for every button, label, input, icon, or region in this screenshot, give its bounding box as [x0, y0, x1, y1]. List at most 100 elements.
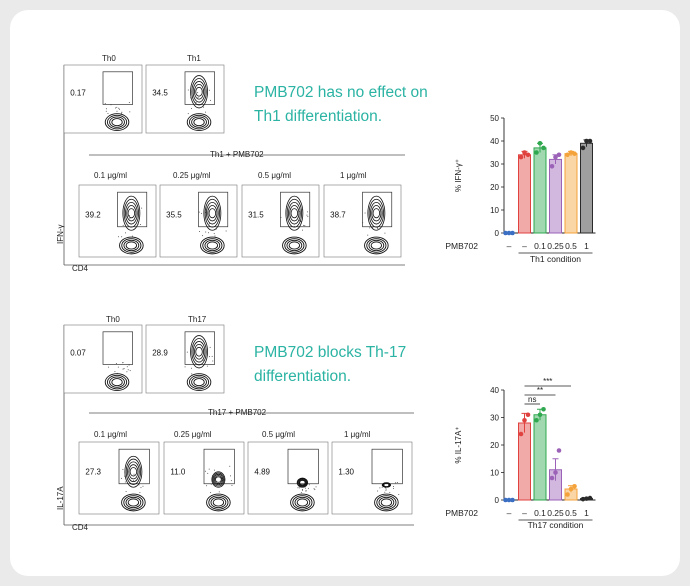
th1-bar-3: [549, 158, 562, 234]
th17-conc-label-3: 1 μg/ml: [344, 430, 371, 439]
th17-x-axis-label: CD4: [72, 523, 89, 532]
th17-flow-bottom-3: 1.30: [331, 441, 413, 515]
th1-point-4-0: [565, 152, 570, 158]
th1-point-4-1: [568, 150, 574, 155]
th1-treatment-label: Th1 + PMB702: [210, 150, 264, 159]
th1-point-2-2: [541, 145, 546, 151]
th17-headline: PMB702 blocks Th-17 differentiation.: [254, 341, 406, 389]
th17-category-3: 0.25: [547, 508, 564, 518]
th1-flow-bottom-2-percent: 31.5: [248, 210, 264, 219]
th1-ytick-label-0: 0: [495, 229, 500, 238]
th1-point-1-1: [522, 150, 527, 155]
th1-x-axis-label: CD4: [72, 264, 89, 273]
th17-flow-top-0-gate: [102, 331, 133, 365]
th17-point-0-2: [510, 497, 515, 503]
th1-ytick-label-4: 40: [490, 137, 499, 146]
th17-point-3-2: [556, 448, 562, 453]
th1-flow-bottom-2-gate: [280, 191, 311, 228]
th17-flow-bottom-3-percent: 1.30: [338, 467, 354, 476]
th1-headline-line-0: PMB702 has no effect on: [254, 84, 428, 101]
th1-point-3-0: [549, 164, 555, 169]
th1-point-0-2: [510, 230, 515, 236]
th17-conc-label-2: 0.5 μg/ml: [262, 430, 296, 439]
th17-ytick-label-1: 10: [490, 469, 499, 478]
th1-point-0-1: [506, 230, 512, 236]
th1-bar-4: [564, 153, 578, 234]
th17-group-label: Th17 condition: [528, 520, 584, 530]
th1-flow-top-0-gate: [102, 71, 133, 105]
th17-treatment-label: Th17 + PMB702: [208, 408, 267, 417]
th17-point-4-2: [572, 483, 577, 489]
th1-conc-label-3: 1 μg/ml: [340, 171, 367, 180]
th17-flow-bottom-2-percent: 4.89: [254, 467, 270, 476]
th1-category-5: 1: [584, 241, 589, 251]
th1-flow-bottom-3-gate: [362, 191, 393, 228]
th17-ytick-label-3: 30: [490, 414, 499, 423]
th17-point-0-0: [503, 497, 508, 503]
th1-point-2-0: [534, 150, 539, 155]
th1-top-label-1: Th1: [187, 54, 201, 63]
th17-flow-top-1: 28.9: [145, 324, 225, 394]
th1-bar-2: [533, 147, 547, 234]
th17-top-label-1: Th17: [188, 315, 207, 324]
th1-flow-bottom-0: 39.2: [78, 184, 157, 258]
th17-flow-bottom-0-percent: 27.3: [85, 467, 101, 476]
th17-point-5-0: [580, 496, 586, 502]
th1-point-5-0: [580, 145, 586, 151]
th1-flow-bottom-0-gate: [117, 191, 148, 228]
th17-sig-label-0: ns: [528, 395, 536, 404]
th17-flow-bottom-0-gate: [118, 448, 150, 485]
th17-category-0: –: [507, 508, 512, 518]
th1-category-2: 0.1: [534, 241, 546, 251]
th1-top-label-0: Th0: [102, 54, 116, 63]
th17-flow-top-1-percent: 28.9: [152, 349, 168, 358]
th17-point-3-1: [553, 470, 558, 475]
th17-category-1: –: [522, 508, 527, 518]
th1-conc-label-1: 0.25 μg/ml: [173, 171, 211, 180]
th17-point-1-2: [525, 412, 531, 418]
th17-ytick-label-4: 40: [490, 386, 499, 395]
th1-point-4-2: [572, 151, 577, 156]
th1-flow-bottom-3-percent: 38.7: [330, 210, 346, 219]
th17-flow-bottom-3-gate: [371, 448, 403, 485]
th17-point-2-2: [541, 406, 546, 412]
figure-card: Th0 Th1 0.17 34.5 39.2 35.5 31.5 38.7 Th1 + P…: [10, 10, 680, 576]
th1-conc-label-2: 0.5 μg/ml: [258, 171, 292, 180]
th17-point-1-1: [522, 417, 527, 423]
th17-category-4: 0.5: [565, 508, 577, 518]
th17-y-label: % IL-17A⁺: [454, 426, 463, 463]
th1-point-1-2: [525, 152, 531, 158]
th17-ytick-label-2: 20: [490, 441, 499, 450]
th17-bar-2: [533, 414, 547, 501]
th1-ytick-label-2: 20: [490, 183, 499, 192]
th17-sig-label-2: ***: [543, 377, 552, 386]
th1-category-1: –: [522, 241, 527, 251]
th17-bar-3: [549, 469, 562, 501]
th17-point-5-2: [587, 495, 593, 501]
th1-ytick-label-3: 30: [490, 160, 499, 169]
th17-point-2-1: [537, 412, 543, 418]
th1-row-label: PMB702: [445, 241, 478, 251]
th17-conc-label-0: 0.1 μg/ml: [94, 430, 128, 439]
th17-flow-bottom-1-percent: 11.0: [170, 467, 186, 476]
th1-ytick-label-5: 50: [490, 114, 499, 123]
th17-point-3-0: [549, 475, 555, 481]
th1-category-4: 0.5: [565, 241, 577, 251]
th1-point-3-2: [556, 152, 562, 158]
th1-flow-bottom-1-gate: [198, 191, 229, 228]
th1-bar-5: [580, 142, 593, 234]
th17-flow-bottom-1: 11.0: [163, 441, 245, 515]
th17-headline-line-1: differentiation.: [254, 368, 352, 385]
th17-category-2: 0.1: [534, 508, 546, 518]
th1-category-3: 0.25: [547, 241, 564, 251]
th1-flow-bottom-1-percent: 35.5: [166, 210, 182, 219]
th17-flow-top-0: 0.07: [63, 324, 143, 394]
th1-flow-top-0-percent: 0.17: [70, 89, 86, 98]
th1-flow-top-1-percent: 34.5: [152, 89, 168, 98]
th1-conc-label-0: 0.1 μg/ml: [94, 171, 128, 180]
th1-flow-top-1-gate: [184, 71, 215, 105]
th1-point-3-1: [553, 154, 558, 160]
th17-flow-bottom-1-gate: [203, 448, 235, 485]
th17-point-5-1: [584, 496, 589, 501]
th1-flow-bottom-3: 38.7: [323, 184, 402, 258]
